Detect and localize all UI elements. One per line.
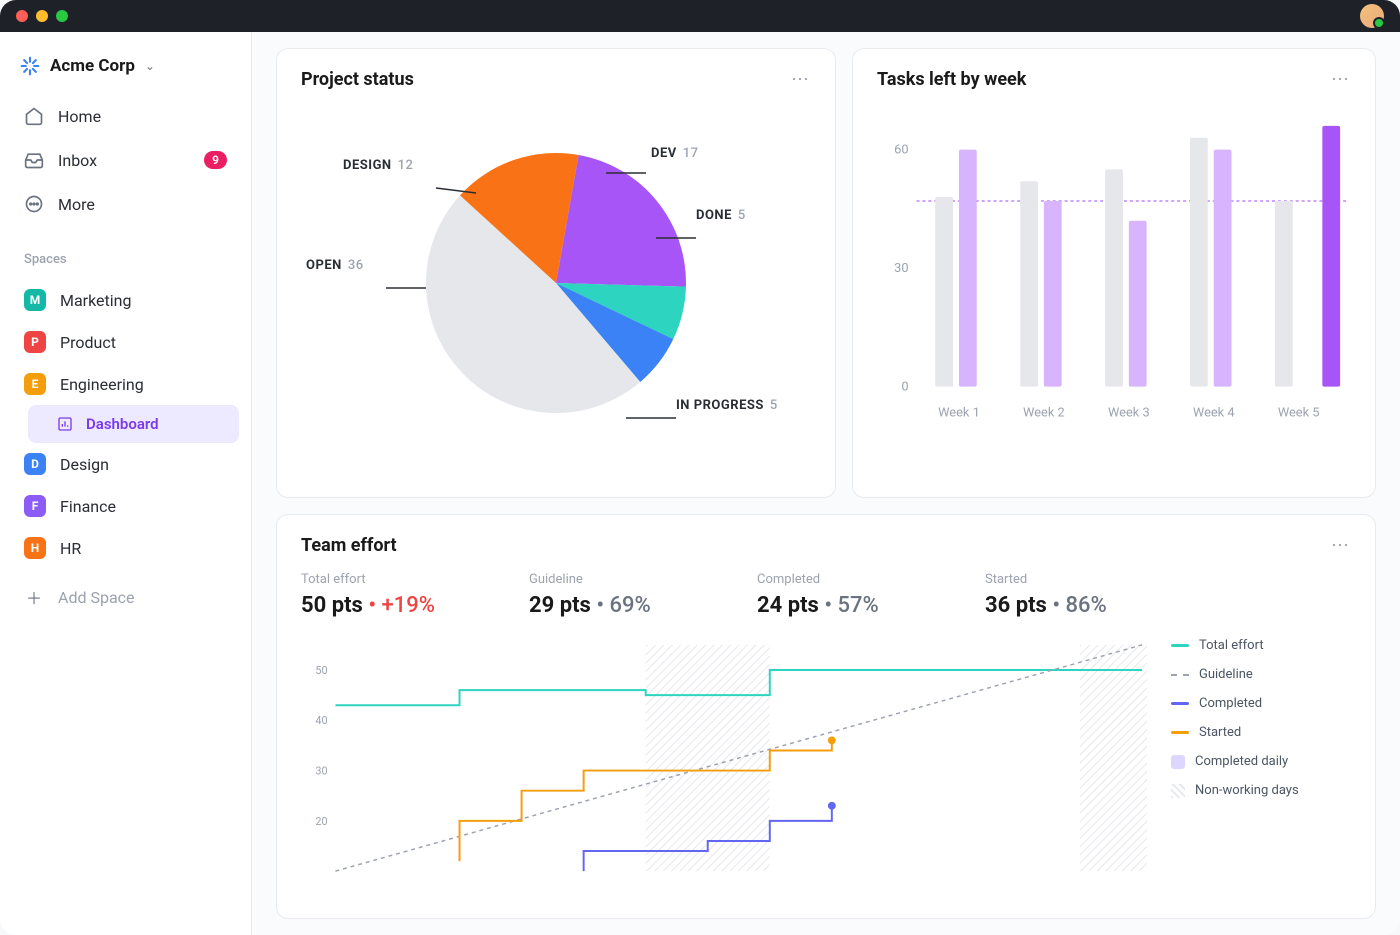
metric-value: 24 pts • 57%	[757, 593, 937, 618]
line-chart-svg: 20 30 40 50	[301, 638, 1147, 878]
metric-label: Completed	[757, 572, 937, 587]
chevron-down-icon: ⌄	[145, 59, 155, 73]
metric-value: 36 pts • 86%	[985, 593, 1165, 618]
svg-text:50: 50	[315, 664, 327, 677]
sidebar: Acme Corp ⌄ Home Inbox 9 More Spaces M Ma…	[0, 32, 252, 935]
team-effort-card: Team effort ⋯ Total effort 50 pts • +19% G…	[276, 514, 1376, 919]
nav-home[interactable]: Home	[12, 96, 239, 136]
space-label: Design	[60, 455, 109, 474]
nav-label: Home	[58, 107, 101, 126]
legend-label: Completed daily	[1195, 754, 1288, 769]
dashboard-label: Dashboard	[86, 415, 159, 433]
svg-text:0: 0	[901, 380, 908, 395]
legend-item: Guideline	[1171, 667, 1351, 682]
inbox-badge: 9	[204, 151, 227, 169]
org-selector[interactable]: Acme Corp ⌄	[12, 52, 239, 92]
metric-value: 29 pts • 69%	[529, 593, 709, 618]
space-icon: H	[24, 537, 46, 559]
legend-item: Completed	[1171, 696, 1351, 711]
project-status-card: Project status ⋯ DEV 17 DONE 5 IN PROGRESS…	[276, 48, 836, 498]
legend-label: Total effort	[1199, 638, 1264, 653]
pie-label: IN PROGRESS 5	[676, 398, 778, 413]
card-title: Project status	[301, 69, 414, 90]
metric: Started 36 pts • 86%	[985, 572, 1165, 618]
card-menu-button[interactable]: ⋯	[1331, 535, 1351, 556]
sidebar-space-engineering[interactable]: E Engineering	[12, 363, 239, 405]
svg-text:20: 20	[315, 815, 327, 828]
nav-label: Inbox	[58, 151, 97, 170]
add-space-button[interactable]: ＋ Add Space	[12, 577, 239, 617]
sidebar-space-marketing[interactable]: M Marketing	[12, 279, 239, 321]
space-label: Engineering	[60, 375, 144, 394]
plus-icon: ＋	[24, 587, 44, 607]
space-icon: E	[24, 373, 46, 395]
space-label: Product	[60, 333, 116, 352]
legend-label: Completed	[1199, 696, 1262, 711]
metric: Completed 24 pts • 57%	[757, 572, 937, 618]
pie-label: DONE 5	[696, 208, 746, 223]
legend-label: Non-working days	[1195, 783, 1299, 798]
space-icon: D	[24, 453, 46, 475]
nav-label: More	[58, 195, 95, 214]
sidebar-space-product[interactable]: P Product	[12, 321, 239, 363]
pie-label: OPEN 36	[306, 258, 364, 273]
card-title: Tasks left by week	[877, 69, 1026, 90]
metric: Guideline 29 pts • 69%	[529, 572, 709, 618]
space-label: Marketing	[60, 291, 131, 310]
legend-item: Total effort	[1171, 638, 1351, 653]
bar-chart-svg: 0 30 60 Week 1 Week 2 Week 3 Week 4 Week 5	[877, 98, 1351, 458]
card-menu-button[interactable]: ⋯	[791, 69, 811, 90]
maximize-window-button[interactable]	[56, 10, 68, 22]
nav-inbox[interactable]: Inbox 9	[12, 140, 239, 180]
org-logo-icon	[20, 56, 40, 76]
more-icon	[24, 194, 44, 214]
space-icon: F	[24, 495, 46, 517]
sidebar-dashboard[interactable]: Dashboard	[28, 405, 239, 443]
org-name: Acme Corp	[50, 56, 135, 76]
svg-text:Week 1: Week 1	[938, 405, 980, 420]
dashboard-icon	[56, 415, 74, 433]
legend-item: Completed daily	[1171, 754, 1351, 769]
metric-label: Guideline	[529, 572, 709, 587]
svg-text:40: 40	[315, 714, 327, 727]
svg-text:30: 30	[315, 765, 327, 778]
legend-item: Non-working days	[1171, 783, 1351, 798]
svg-text:Week 4: Week 4	[1193, 405, 1235, 420]
svg-text:Week 2: Week 2	[1023, 405, 1065, 420]
add-space-label: Add Space	[58, 588, 135, 607]
window-controls	[16, 10, 68, 22]
card-title: Team effort	[301, 535, 397, 556]
card-menu-button[interactable]: ⋯	[1331, 69, 1351, 90]
tasks-by-week-card: Tasks left by week ⋯ 0 30 60 Week 1 Week 2 We…	[852, 48, 1376, 498]
svg-text:Week 3: Week 3	[1108, 405, 1150, 420]
svg-text:Week 5: Week 5	[1278, 405, 1320, 420]
user-avatar[interactable]	[1360, 4, 1384, 28]
metric-label: Total effort	[301, 572, 481, 587]
spaces-section-label: Spaces	[12, 228, 239, 275]
sidebar-space-finance[interactable]: F Finance	[12, 485, 239, 527]
svg-text:60: 60	[894, 143, 908, 158]
space-icon: M	[24, 289, 46, 311]
metric-value: 50 pts • +19%	[301, 593, 481, 618]
sidebar-space-hr[interactable]: H HR	[12, 527, 239, 569]
pie-label: DESIGN 12	[343, 158, 413, 173]
svg-text:30: 30	[894, 261, 908, 276]
titlebar	[0, 0, 1400, 32]
metric: Total effort 50 pts • +19%	[301, 572, 481, 618]
legend-label: Started	[1199, 725, 1241, 740]
space-label: Finance	[60, 497, 116, 516]
legend-item: Started	[1171, 725, 1351, 740]
minimize-window-button[interactable]	[36, 10, 48, 22]
close-window-button[interactable]	[16, 10, 28, 22]
sidebar-space-design[interactable]: D Design	[12, 443, 239, 485]
home-icon	[24, 106, 44, 126]
pie-label: DEV 17	[651, 146, 699, 161]
main-content: Project status ⋯ DEV 17 DONE 5 IN PROGRESS…	[252, 32, 1400, 935]
inbox-icon	[24, 150, 44, 170]
space-label: HR	[60, 539, 81, 558]
legend-label: Guideline	[1199, 667, 1253, 682]
space-icon: P	[24, 331, 46, 353]
nav-more[interactable]: More	[12, 184, 239, 224]
metric-label: Started	[985, 572, 1165, 587]
